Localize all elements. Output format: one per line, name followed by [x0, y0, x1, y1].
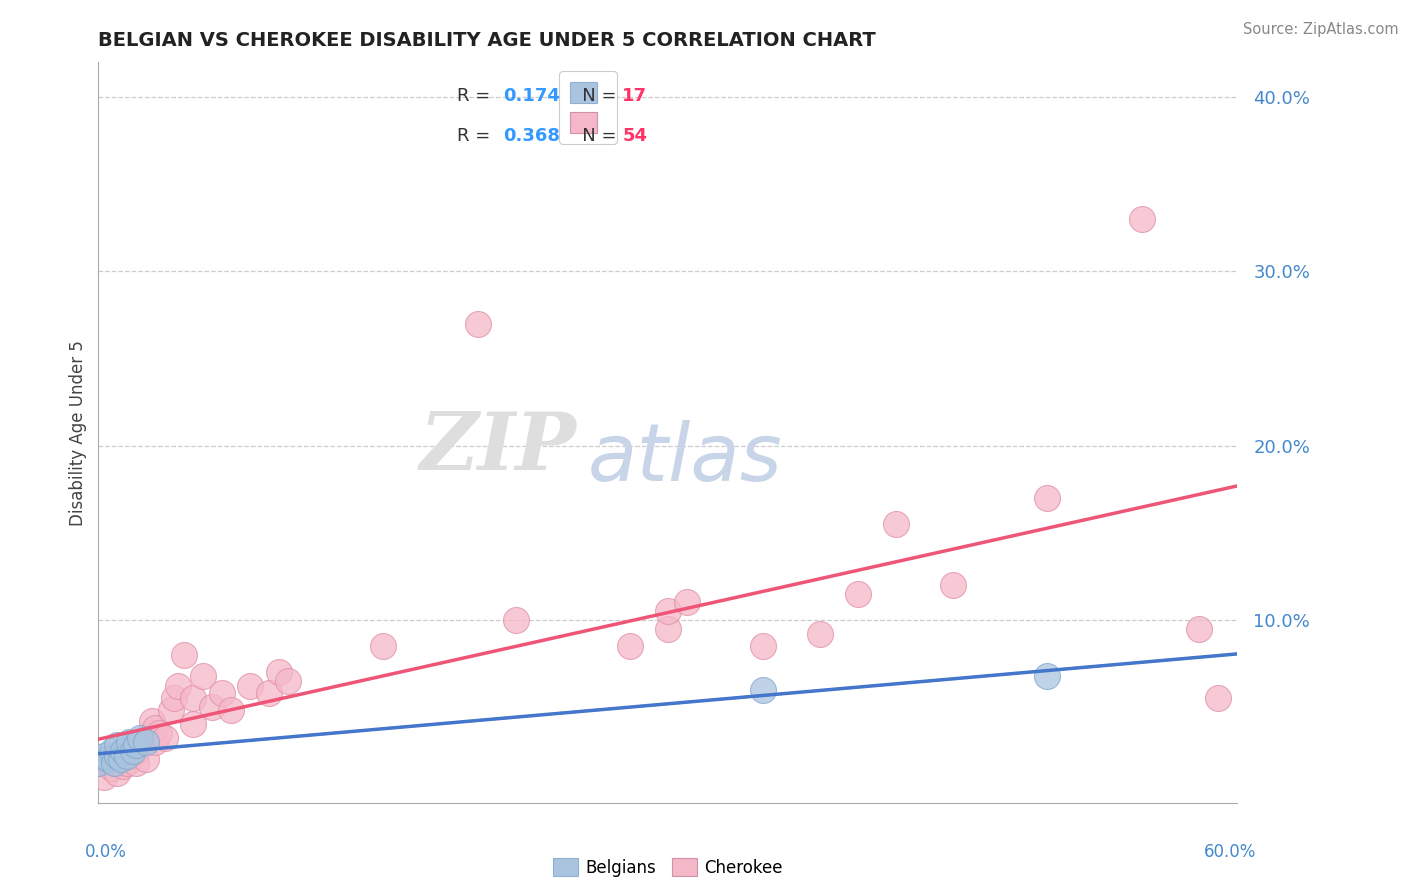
- Point: [87, 756, 110, 770]
- Point: [277, 673, 299, 688]
- Point: [191, 668, 214, 682]
- Point: [145, 735, 167, 749]
- Point: [676, 595, 699, 609]
- Point: [884, 517, 907, 532]
- Point: [135, 731, 157, 746]
- Point: [121, 739, 143, 753]
- Point: [97, 752, 120, 766]
- Point: [125, 756, 148, 770]
- Point: [619, 639, 641, 653]
- Point: [97, 752, 120, 766]
- Point: [103, 748, 125, 763]
- Point: [141, 714, 163, 728]
- Point: [183, 691, 205, 706]
- Point: [145, 721, 167, 735]
- Point: [657, 622, 679, 636]
- Point: [103, 756, 125, 770]
- Text: ZIP: ZIP: [420, 409, 576, 486]
- Point: [808, 627, 831, 641]
- Y-axis label: Disability Age Under 5: Disability Age Under 5: [69, 340, 87, 525]
- Point: [93, 770, 115, 784]
- Point: [110, 752, 132, 766]
- Point: [148, 726, 170, 740]
- Point: [1036, 491, 1059, 505]
- Point: [752, 639, 775, 653]
- Point: [93, 748, 115, 763]
- Text: 54: 54: [623, 128, 647, 145]
- Point: [153, 731, 176, 746]
- Point: [267, 665, 290, 680]
- Point: [942, 578, 965, 592]
- Point: [107, 756, 129, 770]
- Point: [183, 717, 205, 731]
- Point: [1036, 668, 1059, 682]
- Point: [141, 726, 163, 740]
- Point: [100, 743, 122, 757]
- Point: [87, 756, 110, 770]
- Point: [115, 756, 138, 770]
- Point: [846, 587, 869, 601]
- Point: [121, 743, 143, 757]
- Text: 0.174: 0.174: [503, 87, 560, 104]
- Point: [129, 735, 152, 749]
- Point: [259, 686, 281, 700]
- Point: [467, 317, 489, 331]
- Point: [371, 639, 394, 653]
- Point: [1208, 691, 1230, 706]
- Point: [211, 686, 233, 700]
- Point: [107, 748, 129, 763]
- Point: [135, 735, 157, 749]
- Point: [173, 648, 195, 662]
- Point: [752, 682, 775, 697]
- Point: [1132, 212, 1154, 227]
- Point: [159, 703, 181, 717]
- Point: [115, 748, 138, 763]
- Point: [167, 679, 190, 693]
- Text: 0.368: 0.368: [503, 128, 560, 145]
- Point: [505, 613, 527, 627]
- Point: [115, 743, 138, 757]
- Text: BELGIAN VS CHEROKEE DISABILITY AGE UNDER 5 CORRELATION CHART: BELGIAN VS CHEROKEE DISABILITY AGE UNDER…: [98, 30, 876, 50]
- Point: [112, 759, 135, 773]
- Text: 17: 17: [623, 87, 647, 104]
- Legend: Belgians, Cherokee: Belgians, Cherokee: [547, 852, 789, 883]
- Point: [239, 679, 262, 693]
- Point: [107, 766, 129, 780]
- Point: [107, 739, 129, 753]
- Point: [129, 731, 152, 746]
- Point: [135, 752, 157, 766]
- Point: [112, 743, 135, 757]
- Point: [201, 700, 224, 714]
- Text: R =: R =: [457, 128, 496, 145]
- Text: atlas: atlas: [588, 419, 783, 498]
- Text: R =: R =: [457, 87, 496, 104]
- Point: [110, 752, 132, 766]
- Text: Source: ZipAtlas.com: Source: ZipAtlas.com: [1243, 22, 1399, 37]
- Point: [221, 703, 243, 717]
- Text: N =: N =: [565, 128, 623, 145]
- Point: [100, 761, 122, 775]
- Point: [125, 743, 148, 757]
- Point: [118, 735, 141, 749]
- Text: N =: N =: [565, 87, 623, 104]
- Point: [120, 748, 142, 763]
- Point: [163, 691, 186, 706]
- Point: [125, 739, 148, 753]
- Point: [657, 604, 679, 618]
- Text: 60.0%: 60.0%: [1204, 843, 1257, 861]
- Point: [1188, 622, 1211, 636]
- Text: 0.0%: 0.0%: [84, 843, 127, 861]
